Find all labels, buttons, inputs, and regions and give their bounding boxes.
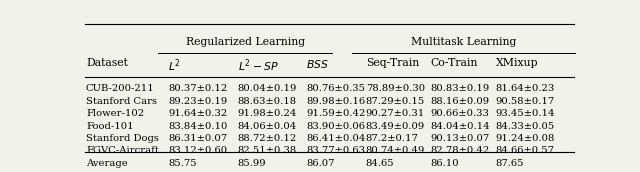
Text: Stanford Cars: Stanford Cars bbox=[86, 97, 157, 106]
Text: CUB-200-211: CUB-200-211 bbox=[86, 84, 155, 93]
Text: 83.49±0.09: 83.49±0.09 bbox=[365, 122, 425, 131]
Text: FGVC-Aircraft: FGVC-Aircraft bbox=[86, 146, 159, 155]
Text: Seq-Train: Seq-Train bbox=[365, 58, 419, 68]
Text: 80.74±0.49: 80.74±0.49 bbox=[365, 146, 425, 155]
Text: 87.2±0.17: 87.2±0.17 bbox=[365, 134, 419, 143]
Text: Dataset: Dataset bbox=[86, 58, 128, 68]
Text: Co-Train: Co-Train bbox=[430, 58, 477, 68]
Text: 86.07: 86.07 bbox=[306, 159, 335, 168]
Text: 83.90±0.06: 83.90±0.06 bbox=[306, 122, 365, 131]
Text: 80.76±0.35: 80.76±0.35 bbox=[306, 84, 365, 93]
Text: XMixup: XMixup bbox=[495, 58, 538, 68]
Text: 87.29±0.15: 87.29±0.15 bbox=[365, 97, 425, 106]
Text: 90.13±0.07: 90.13±0.07 bbox=[430, 134, 490, 143]
Text: 86.10: 86.10 bbox=[430, 159, 459, 168]
Text: Flower-102: Flower-102 bbox=[86, 109, 144, 118]
Text: 85.99: 85.99 bbox=[237, 159, 266, 168]
Text: 84.33±0.05: 84.33±0.05 bbox=[495, 122, 555, 131]
Text: 82.51±0.38: 82.51±0.38 bbox=[237, 146, 297, 155]
Text: 93.45±0.14: 93.45±0.14 bbox=[495, 109, 555, 118]
Text: 90.66±0.33: 90.66±0.33 bbox=[430, 109, 489, 118]
Text: $BSS$: $BSS$ bbox=[306, 58, 329, 70]
Text: 88.63±0.18: 88.63±0.18 bbox=[237, 97, 297, 106]
Text: $L^2$: $L^2$ bbox=[168, 58, 181, 74]
Text: 80.83±0.19: 80.83±0.19 bbox=[430, 84, 490, 93]
Text: 86.41±0.04: 86.41±0.04 bbox=[306, 134, 365, 143]
Text: 78.89±0.30: 78.89±0.30 bbox=[365, 84, 425, 93]
Text: 80.04±0.19: 80.04±0.19 bbox=[237, 84, 297, 93]
Text: 91.24±0.08: 91.24±0.08 bbox=[495, 134, 555, 143]
Text: 90.27±0.31: 90.27±0.31 bbox=[365, 109, 425, 118]
Text: 91.59±0.42: 91.59±0.42 bbox=[306, 109, 365, 118]
Text: 83.77±0.63: 83.77±0.63 bbox=[306, 146, 365, 155]
Text: $L^2-SP$: $L^2-SP$ bbox=[237, 58, 278, 74]
Text: 84.66±0.57: 84.66±0.57 bbox=[495, 146, 555, 155]
Text: 81.64±0.23: 81.64±0.23 bbox=[495, 84, 555, 93]
Text: Average: Average bbox=[86, 159, 128, 168]
Text: 88.16±0.09: 88.16±0.09 bbox=[430, 97, 490, 106]
Text: 84.04±0.14: 84.04±0.14 bbox=[430, 122, 490, 131]
Text: 84.06±0.04: 84.06±0.04 bbox=[237, 122, 297, 131]
Text: Multitask Learning: Multitask Learning bbox=[411, 37, 516, 47]
Text: 82.78±0.42: 82.78±0.42 bbox=[430, 146, 490, 155]
Text: 88.72±0.12: 88.72±0.12 bbox=[237, 134, 297, 143]
Text: 86.31±0.07: 86.31±0.07 bbox=[168, 134, 227, 143]
Text: 89.23±0.19: 89.23±0.19 bbox=[168, 97, 228, 106]
Text: 85.75: 85.75 bbox=[168, 159, 197, 168]
Text: 83.12±0.60: 83.12±0.60 bbox=[168, 146, 227, 155]
Text: 80.37±0.12: 80.37±0.12 bbox=[168, 84, 228, 93]
Text: Stanford Dogs: Stanford Dogs bbox=[86, 134, 159, 143]
Text: Regularized Learning: Regularized Learning bbox=[186, 37, 305, 47]
Text: 89.98±0.16: 89.98±0.16 bbox=[306, 97, 365, 106]
Text: 84.65: 84.65 bbox=[365, 159, 394, 168]
Text: 83.84±0.10: 83.84±0.10 bbox=[168, 122, 228, 131]
Text: 87.65: 87.65 bbox=[495, 159, 524, 168]
Text: 91.98±0.24: 91.98±0.24 bbox=[237, 109, 297, 118]
Text: Food-101: Food-101 bbox=[86, 122, 134, 131]
Text: 90.58±0.17: 90.58±0.17 bbox=[495, 97, 555, 106]
Text: 91.64±0.32: 91.64±0.32 bbox=[168, 109, 228, 118]
